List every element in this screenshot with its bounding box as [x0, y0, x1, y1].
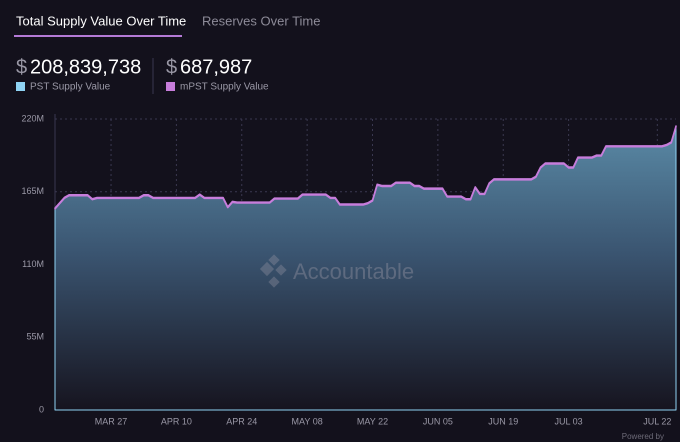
y-tick-label: 55M [26, 332, 44, 342]
x-tick-label: APR 10 [161, 416, 192, 426]
currency: $ [16, 56, 27, 78]
footer: Powered by [622, 432, 664, 441]
tab[interactable]: Total Supply Value Over Time [16, 13, 186, 28]
legend-swatch [166, 82, 175, 91]
x-tick-label: JUL 22 [643, 416, 671, 426]
y-tick-label: 220M [21, 113, 44, 123]
watermark: Accountable [293, 259, 414, 284]
legend-label: mPST Supply Value [180, 82, 269, 93]
y-tick-label: 110M [22, 259, 44, 269]
watermark-icon [259, 254, 287, 288]
x-tick-label: MAY 22 [357, 416, 388, 426]
y-tick-label: 165M [21, 186, 44, 196]
stat-value: 208,839,738 [30, 56, 141, 78]
stat-value: 687,987 [180, 56, 252, 78]
x-tick-label: JUN 19 [488, 416, 518, 426]
tab[interactable]: Reserves Over Time [202, 13, 320, 28]
x-tick-label: MAY 08 [292, 416, 323, 426]
area [54, 125, 677, 210]
currency: $ [166, 56, 177, 78]
legend-label: PST Supply Value [30, 82, 111, 93]
x-tick-label: MAR 27 [95, 416, 128, 426]
x-tick-label: JUL 03 [555, 416, 583, 426]
x-tick-label: APR 24 [226, 416, 257, 426]
x-tick-label: JUN 05 [423, 416, 453, 426]
legend-swatch [16, 82, 25, 91]
y-tick-label: 0 [39, 404, 44, 414]
